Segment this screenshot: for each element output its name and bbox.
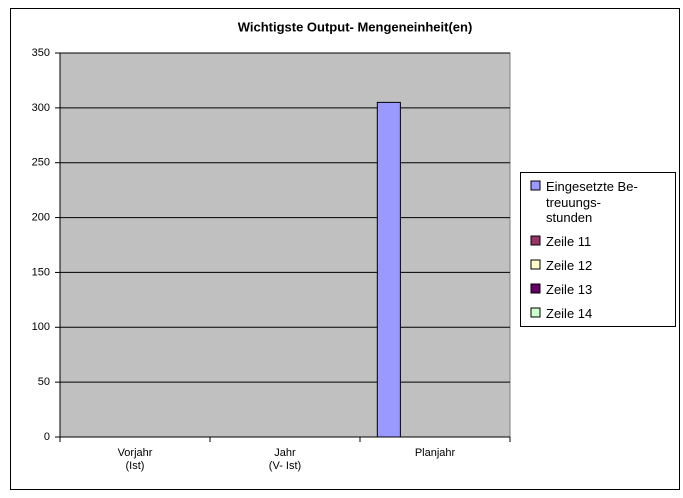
x-tick-label: Planjahr — [414, 447, 456, 459]
x-tick-label: Vorjahr (Ist) — [117, 447, 153, 472]
chart-title: Wichtigste Output- Mengeneinheit(en) — [238, 19, 473, 34]
legend-label: Zeile 11 — [546, 234, 592, 249]
y-tick-label: 50 — [38, 376, 50, 388]
legend-label: Zeile 12 — [546, 258, 593, 273]
legend-box — [520, 172, 676, 327]
legend-label: Eingesetzte Be- treuungs- stunden — [546, 179, 638, 225]
plot-area — [59, 52, 511, 438]
y-tick-label: 300 — [32, 102, 50, 114]
y-tick-label: 250 — [32, 157, 50, 169]
legend-label: Zeile 14 — [546, 306, 593, 321]
legend-label: Zeile 13 — [546, 282, 593, 297]
legend-swatch — [530, 307, 541, 318]
y-tick-label: 100 — [32, 321, 50, 333]
legend-swatch — [530, 283, 541, 294]
bar — [376, 101, 401, 438]
legend-swatch — [530, 259, 541, 270]
y-tick-label: 150 — [32, 266, 50, 278]
legend-swatch — [530, 180, 541, 191]
y-tick-label: 0 — [44, 431, 50, 443]
y-tick-label: 350 — [32, 47, 50, 59]
x-tick-label: Jahr (V- Ist) — [268, 447, 302, 472]
legend-swatch — [530, 235, 541, 246]
y-tick-label: 200 — [32, 211, 50, 223]
